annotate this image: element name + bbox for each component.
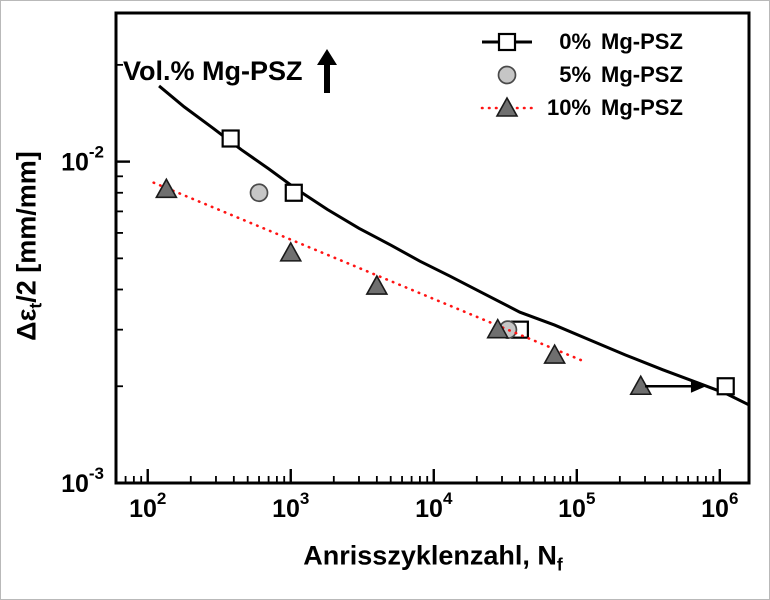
series-2-marker	[279, 241, 303, 262]
axis-ticks: 102 103 104 105 106 10-3 10-2	[61, 63, 738, 523]
filled-triangle-marker-icon	[480, 96, 534, 117]
legend-pct: 10%	[546, 95, 591, 120]
series-0-marker	[716, 377, 735, 396]
legend-label: 10% Mg-PSZ	[545, 95, 683, 121]
tick-label: 103	[272, 489, 309, 523]
legend-material: Mg-PSZ	[601, 95, 683, 120]
y-axis-label-subscript: t	[25, 302, 46, 309]
up-arrow-icon	[316, 49, 337, 93]
legend-material: Mg-PSZ	[601, 62, 683, 87]
series-0-marker	[284, 183, 303, 202]
legend-pct: 5%	[559, 62, 591, 87]
series-2-marker	[486, 318, 510, 339]
tick-label: 106	[701, 489, 738, 523]
runout-arrow	[645, 379, 706, 393]
tick-label: 105	[558, 489, 595, 523]
tick-label: 104	[415, 489, 453, 523]
legend-marker-glyph	[495, 96, 519, 117]
legend-marker-glyph	[497, 65, 517, 85]
legend-marker-glyph	[497, 32, 517, 52]
open-square-marker-icon	[482, 32, 532, 52]
legend-material: Mg-PSZ	[601, 29, 683, 54]
filled-circle-marker-icon	[497, 65, 517, 85]
legend-pct: 0%	[559, 29, 591, 54]
legend-label: 0% Mg-PSZ	[545, 29, 683, 55]
y-axis-label-units: /2 [mm/mm]	[11, 151, 42, 303]
series-1-marker	[249, 183, 269, 203]
tick-label: 102	[129, 489, 166, 523]
y-axis-label: Δεt/2 [mm/mm]	[11, 151, 46, 341]
volume-fraction-annotation: Vol.% Mg-PSZ	[123, 47, 339, 95]
x-axis-label-subscript: f	[556, 554, 563, 575]
tick-label: 10-2	[61, 143, 104, 177]
legend-row-5pct: 5% Mg-PSZ	[479, 62, 683, 88]
x-axis-label: Anrisszyklenzahl, Nf	[303, 540, 562, 575]
axes-box	[114, 11, 751, 485]
series-2-marker	[155, 177, 178, 199]
series-2-marker	[543, 343, 566, 364]
x-axis-label-text: Anrisszyklenzahl, N	[303, 540, 557, 571]
series-0-marker	[221, 129, 240, 148]
legend-row-10pct: 10% Mg-PSZ	[479, 95, 683, 121]
legend-row-0pct: 0% Mg-PSZ	[479, 29, 683, 55]
series-2-marker	[365, 274, 389, 295]
series-0-markers	[221, 129, 735, 396]
legend: 0% Mg-PSZ 5% Mg-PSZ 10% Mg-PSZ	[479, 29, 683, 121]
annotation-text: Vol.% Mg-PSZ	[123, 55, 303, 86]
series-2-markers	[155, 177, 653, 396]
y-axis-label-symbol: Δε	[11, 308, 42, 341]
series-2-line	[152, 181, 585, 363]
legend-label: 5% Mg-PSZ	[545, 62, 683, 88]
tick-label: 10-3	[61, 464, 104, 498]
series-0-line	[158, 84, 749, 407]
